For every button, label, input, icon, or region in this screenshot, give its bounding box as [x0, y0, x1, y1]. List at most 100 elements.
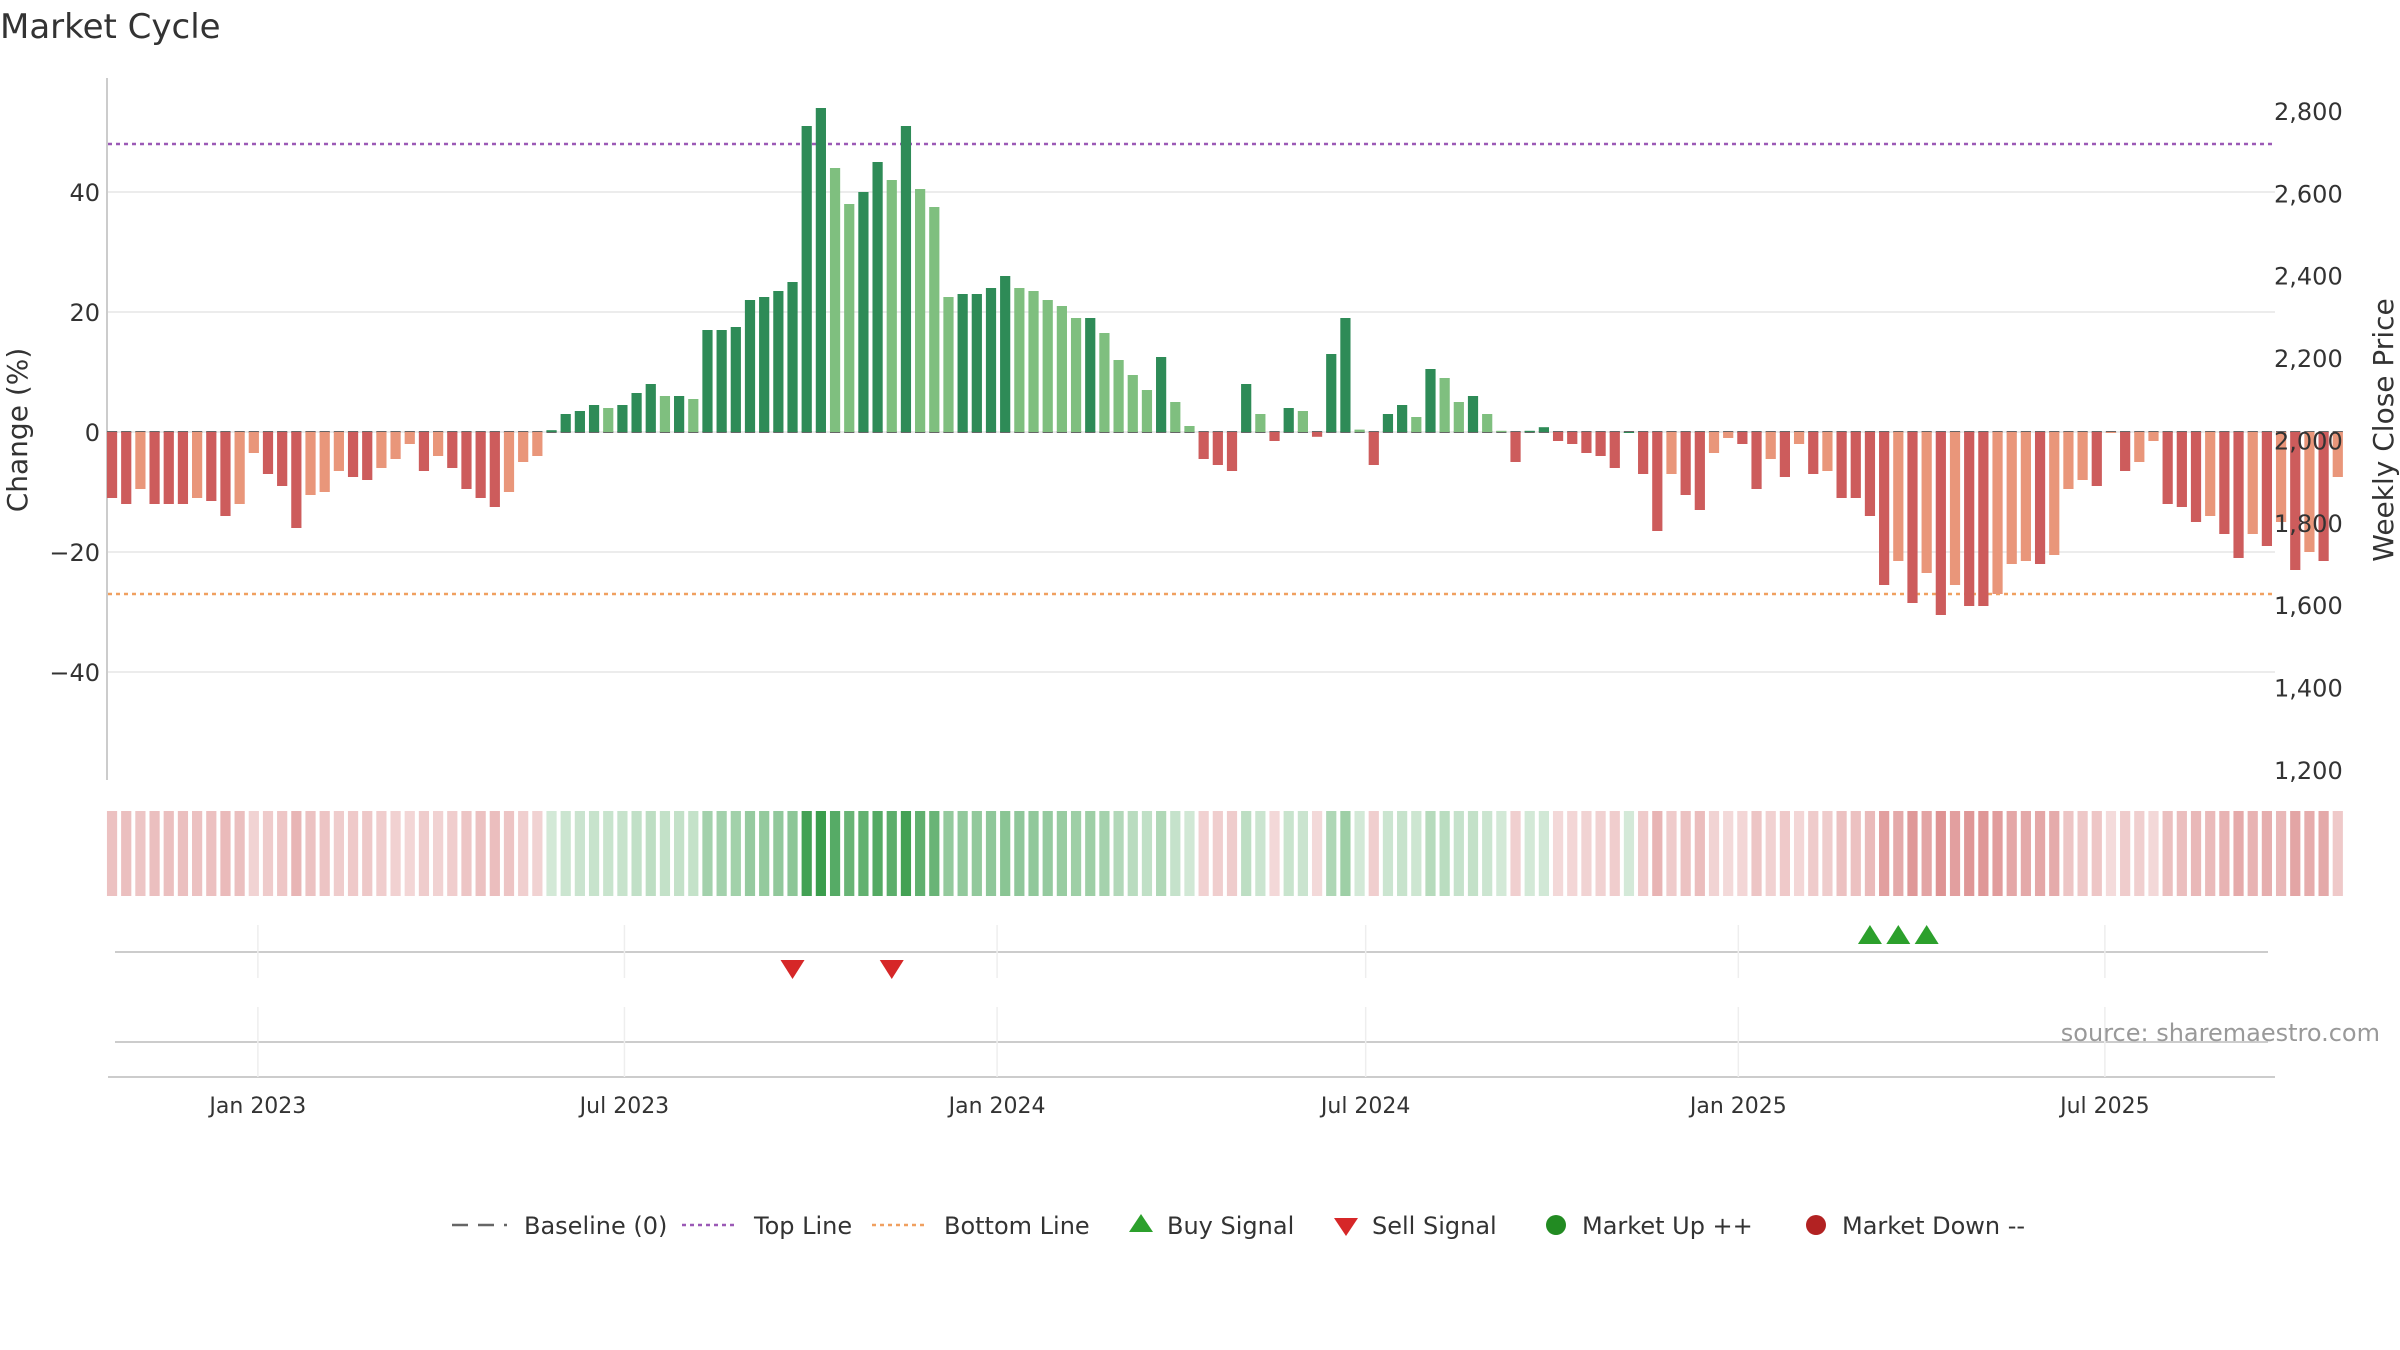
change-bar	[801, 126, 812, 432]
sell-signal-marker	[780, 960, 805, 979]
legend-triangle-up-icon	[1129, 1214, 1153, 1232]
heat-cell	[262, 811, 274, 896]
heat-cell	[1524, 811, 1535, 896]
change-bar	[1822, 432, 1833, 471]
heat-cell	[2205, 811, 2216, 896]
legend-circle-icon	[1546, 1215, 1566, 1235]
heat-cell	[1808, 811, 1819, 896]
legend-label: Market Up ++	[1582, 1212, 1753, 1240]
change-bar	[1751, 432, 1762, 489]
right-axis-ticks: 1,200 1,400 1,600 1,800 2,000 2,200 2,400 2,600…	[2274, 98, 2343, 785]
change-bar	[489, 432, 500, 507]
change-bar	[1623, 432, 1635, 433]
change-bar	[475, 432, 486, 498]
change-bar	[759, 297, 770, 432]
y2-tick-label: 1,400	[2274, 675, 2343, 703]
heat-cell	[121, 811, 132, 896]
heat-cell	[1652, 811, 1663, 896]
heat-cell	[220, 811, 231, 896]
change-bar	[135, 432, 146, 489]
change-bar	[1326, 354, 1337, 432]
change-bar	[2233, 432, 2244, 558]
heat-cell	[2120, 811, 2131, 896]
change-bar	[447, 432, 458, 468]
change-bar	[461, 432, 472, 489]
heat-cell	[674, 811, 685, 896]
change-bar	[2247, 432, 2258, 534]
heat-cell	[773, 811, 784, 896]
heat-cell	[2275, 811, 2287, 896]
heat-cell	[929, 811, 940, 896]
change-bar	[659, 396, 671, 432]
x-tick-label: Jan 2025	[1688, 1094, 1787, 1119]
x-tick-label: Jan 2024	[947, 1094, 1046, 1119]
change-bar	[1723, 432, 1734, 438]
change-bar	[560, 414, 571, 432]
change-bar	[1935, 432, 1946, 615]
heat-cell	[2148, 811, 2159, 896]
change-bar	[177, 432, 189, 504]
heat-cell	[291, 811, 302, 896]
heat-cell	[1907, 811, 1918, 896]
heat-cell	[2261, 811, 2273, 896]
change-bar	[518, 432, 529, 462]
heat-cell	[503, 811, 515, 896]
heat-cell	[617, 811, 628, 896]
change-bar	[2120, 432, 2131, 471]
legend-label: Sell Signal	[1372, 1212, 1497, 1240]
change-bar	[121, 432, 132, 504]
change-bar	[574, 411, 585, 432]
heat-cell	[1992, 811, 2003, 896]
heat-cell	[1538, 811, 1549, 896]
heat-cell	[206, 811, 217, 896]
change-bar	[1949, 432, 1961, 585]
chart-title: Market Cycle	[0, 7, 221, 47]
y2-tick-label: 1,200	[2274, 757, 2343, 785]
change-bar	[149, 432, 160, 504]
change-bar	[1382, 414, 1394, 432]
heat-cell	[1056, 811, 1067, 896]
heat-cell	[2020, 811, 2031, 896]
legend-item: Baseline (0)	[452, 1212, 667, 1240]
heat-cell	[192, 811, 203, 896]
heat-cell	[1793, 811, 1805, 896]
heat-cell	[1141, 811, 1153, 896]
change-bar	[2063, 432, 2074, 489]
heat-cell	[688, 811, 699, 896]
legend-label: Buy Signal	[1167, 1212, 1294, 1240]
change-bar	[631, 393, 642, 432]
y2-tick-label: 2,400	[2274, 263, 2343, 291]
heat-cell	[985, 811, 997, 896]
change-bar	[1042, 300, 1053, 432]
heat-cell	[1737, 811, 1748, 896]
heat-cell	[1127, 811, 1138, 896]
change-bar	[1978, 432, 1989, 606]
change-bar	[2091, 432, 2102, 486]
heat-cell	[1297, 811, 1308, 896]
heat-cell	[1850, 811, 1861, 896]
heat-cell	[1156, 811, 1167, 896]
change-bar	[1652, 432, 1663, 531]
heat-cell	[1666, 811, 1677, 896]
heat-cell	[1779, 811, 1790, 896]
heat-cell	[2233, 811, 2244, 896]
legend-label: Market Down --	[1842, 1212, 2025, 1240]
heat-cell	[333, 811, 344, 896]
heat-cell	[106, 811, 118, 896]
heat-cell	[1453, 811, 1464, 896]
heat-cell	[1397, 811, 1408, 896]
y-tick-label: 0	[85, 419, 100, 447]
change-bar	[1879, 432, 1890, 585]
heat-cell	[1482, 811, 1493, 896]
change-bar	[2077, 432, 2088, 480]
change-bar	[206, 432, 217, 501]
heat-cell	[2190, 811, 2202, 896]
change-bar	[1850, 432, 1861, 498]
heat-cell	[2134, 811, 2145, 896]
heat-cell	[1241, 811, 1252, 896]
y2-axis-label: Weekly Close Price	[2367, 298, 2400, 561]
change-bar	[1170, 402, 1181, 432]
heat-cell	[1354, 811, 1365, 896]
change-bar	[2332, 432, 2343, 477]
change-bar	[1893, 432, 1904, 561]
